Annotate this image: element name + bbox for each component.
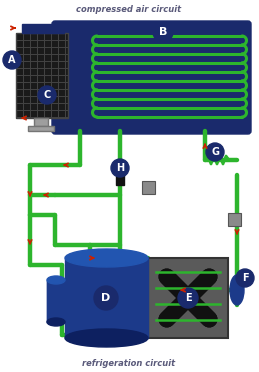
Bar (34, 118, 48, 126)
Text: H: H (116, 163, 124, 173)
Circle shape (178, 288, 198, 308)
Bar (148, 258, 228, 338)
Text: B: B (159, 27, 167, 37)
Bar (16, 33, 68, 118)
Ellipse shape (47, 318, 65, 326)
Bar (114, 165, 126, 172)
Text: A: A (8, 55, 16, 65)
Circle shape (3, 51, 21, 69)
Ellipse shape (65, 329, 148, 347)
Bar (22, 24, 64, 33)
Text: G: G (211, 147, 219, 157)
Bar (28, 126, 54, 131)
Circle shape (94, 286, 118, 310)
Ellipse shape (47, 276, 65, 284)
Circle shape (38, 86, 56, 104)
Circle shape (206, 143, 224, 161)
Circle shape (111, 159, 129, 177)
Circle shape (236, 269, 254, 287)
Bar (142, 181, 155, 194)
Text: F: F (242, 273, 248, 283)
Circle shape (153, 22, 173, 42)
Ellipse shape (65, 249, 148, 267)
Text: C: C (43, 90, 51, 100)
Text: compressed air circuit: compressed air circuit (76, 6, 182, 15)
Text: D: D (101, 293, 111, 303)
FancyBboxPatch shape (52, 21, 251, 134)
Bar (116, 171, 124, 185)
Text: refrigeration circuit: refrigeration circuit (82, 359, 176, 368)
Bar (65, 258, 148, 338)
Bar (47, 280, 65, 322)
Text: E: E (185, 293, 191, 303)
Ellipse shape (230, 275, 244, 305)
Bar (228, 213, 241, 226)
